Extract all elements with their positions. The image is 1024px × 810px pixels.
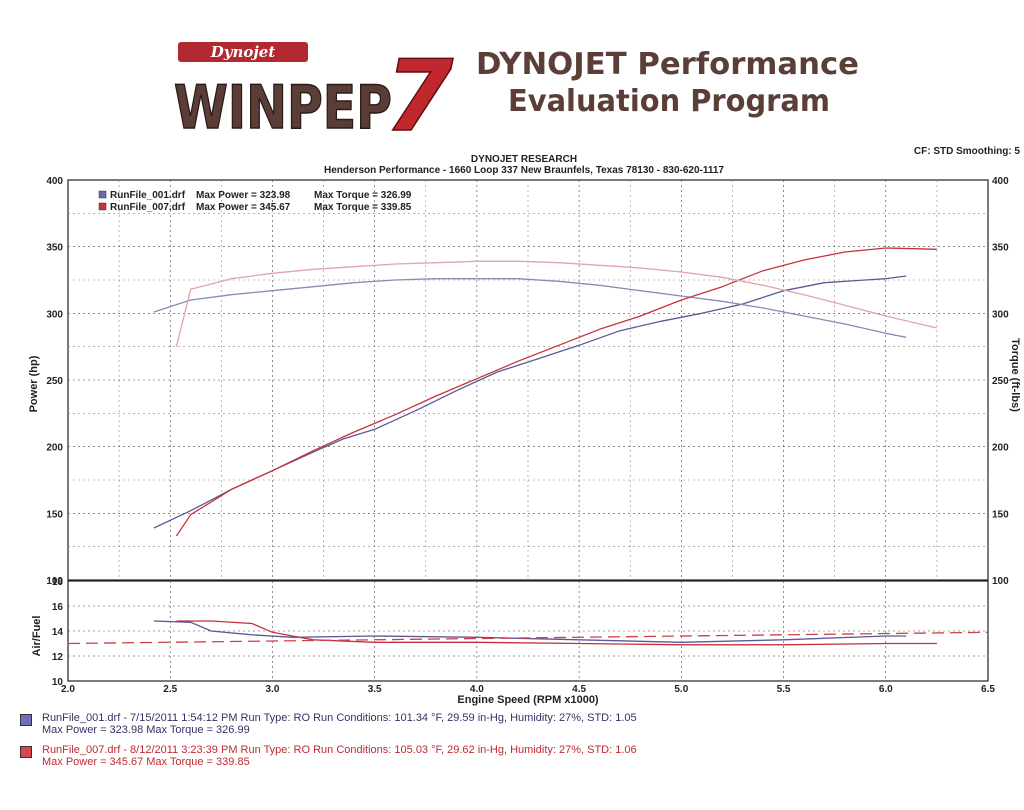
logo-version-number: 7 — [385, 40, 453, 140]
x-tick-label: 3.0 — [265, 684, 279, 695]
y-tick-label-torque: 300 — [992, 309, 1009, 320]
legend-run1-torque: Max Torque = 326.99 — [314, 190, 412, 201]
run7-swatch — [20, 746, 32, 758]
settings-label: CF: STD Smoothing: 5 — [914, 146, 1021, 157]
y-tick-label-power: 200 — [46, 443, 63, 454]
x-axis-label: Engine Speed (RPM x1000) — [457, 694, 599, 706]
afr-series-line-2 — [176, 620, 937, 646]
company-header: DYNOJET RESEARCH — [471, 154, 577, 165]
y-tick-label-power: 350 — [46, 243, 63, 254]
y-tick-label-torque: 400 — [992, 176, 1009, 187]
y-tick-label-power: 150 — [46, 509, 63, 520]
dyno-chart: DYNOJET RESEARCH Henderson Performance -… — [28, 146, 1021, 706]
legend-run7-torque: Max Torque = 339.85 — [314, 202, 412, 213]
x-tick-label: 4.0 — [470, 684, 484, 695]
x-tick-label: 4.5 — [572, 684, 586, 695]
run1-swatch — [20, 714, 32, 726]
legend-swatch-run1 — [98, 190, 107, 199]
legend-run1-file: RunFile_001.drf — [110, 190, 186, 201]
program-title-line1: DYNOJET Performance — [476, 47, 859, 82]
y-tick-label-torque: 100 — [992, 576, 1009, 587]
afr-series-layer — [67, 620, 989, 646]
legend-run7-power: Max Power = 345.67 — [196, 202, 291, 213]
shop-info-header: Henderson Performance - 1660 Loop 337 Ne… — [324, 165, 724, 176]
y-tick-label-afr: 16 — [52, 602, 64, 613]
legend-run7-file: RunFile_007.drf — [110, 202, 186, 213]
y-axis-label-afr: Air/Fuel — [31, 616, 43, 657]
legend: RunFile_001.drf Max Power = 323.98 Max T… — [98, 190, 412, 213]
x-tick-label: 2.5 — [163, 684, 177, 695]
run7-conditions: RunFile_007.drf - 8/12/2011 3:23:39 PM R… — [42, 744, 637, 756]
y-tick-label-power: 300 — [46, 309, 63, 320]
series-line-4-torque — [175, 260, 938, 347]
y-tick-label-torque: 350 — [992, 243, 1009, 254]
y-tick-label-power: 100 — [46, 576, 63, 587]
y-tick-label-afr: 14 — [52, 627, 64, 638]
main-grid — [68, 180, 988, 580]
series-line-3-power — [175, 247, 937, 537]
logo-badge-text: Dynojet — [210, 43, 276, 61]
y-tick-label-afr: 10 — [52, 677, 64, 688]
legend-run1-power: Max Power = 323.98 — [196, 190, 291, 201]
logo-badge-bg — [178, 42, 308, 62]
legend-swatch-run7 — [98, 202, 107, 211]
run7-max-values: Max Power = 345.67 Max Torque = 339.85 — [42, 756, 250, 768]
afr-grid — [68, 581, 988, 681]
program-title-line2: Evaluation Program — [508, 84, 830, 119]
logo-block: Dynojet WINPEP 7 DYNOJET Performance Eva… — [173, 39, 859, 140]
y-tick-label-torque: 250 — [992, 376, 1009, 387]
run1-max-values: Max Power = 323.98 Max Torque = 326.99 — [42, 724, 250, 736]
afr-series-line-1 — [153, 620, 907, 643]
run-detail-run1: RunFile_001.drf - 7/15/2011 1:54:12 PM R… — [20, 712, 1020, 736]
y-tick-label-power: 400 — [46, 176, 63, 187]
y-axis-label-power: Power (hp) — [28, 355, 40, 412]
afr-target-line — [67, 631, 989, 645]
x-tick-label: 6.0 — [879, 684, 893, 695]
run-detail-run7: RunFile_007.drf - 8/12/2011 3:23:39 PM R… — [20, 744, 1020, 768]
winpep-logo: Dynojet WINPEP 7 — [173, 39, 454, 140]
x-tick-label: 3.5 — [368, 684, 382, 695]
x-tick-label: 5.0 — [674, 684, 688, 695]
y-tick-label-torque: 150 — [992, 509, 1009, 520]
x-tick-label: 5.5 — [777, 684, 791, 695]
y-tick-label-torque: 200 — [992, 443, 1009, 454]
y-tick-label-afr: 12 — [52, 652, 64, 663]
x-tick-label: 2.0 — [61, 684, 75, 695]
y-tick-label-afr: 18 — [52, 577, 64, 588]
y-axis-label-torque: Torque (ft-lbs) — [1009, 338, 1021, 412]
logo-wordmark: WINPEP — [174, 73, 392, 140]
run1-conditions: RunFile_001.drf - 7/15/2011 1:54:12 PM R… — [42, 712, 637, 724]
tick-labels-layer: 2.0 2.5 3.0 3.5 4.0 4.5 5.0 5.5 6.0 6.5 100 150 200 2… — [46, 176, 1009, 695]
main-series-layer — [153, 247, 938, 537]
run-details-footer: RunFile_001.drf - 7/15/2011 1:54:12 PM R… — [20, 712, 1020, 776]
y-tick-label-power: 250 — [46, 376, 63, 387]
x-tick-label: 6.5 — [981, 684, 995, 695]
series-line-2-torque — [153, 278, 907, 338]
